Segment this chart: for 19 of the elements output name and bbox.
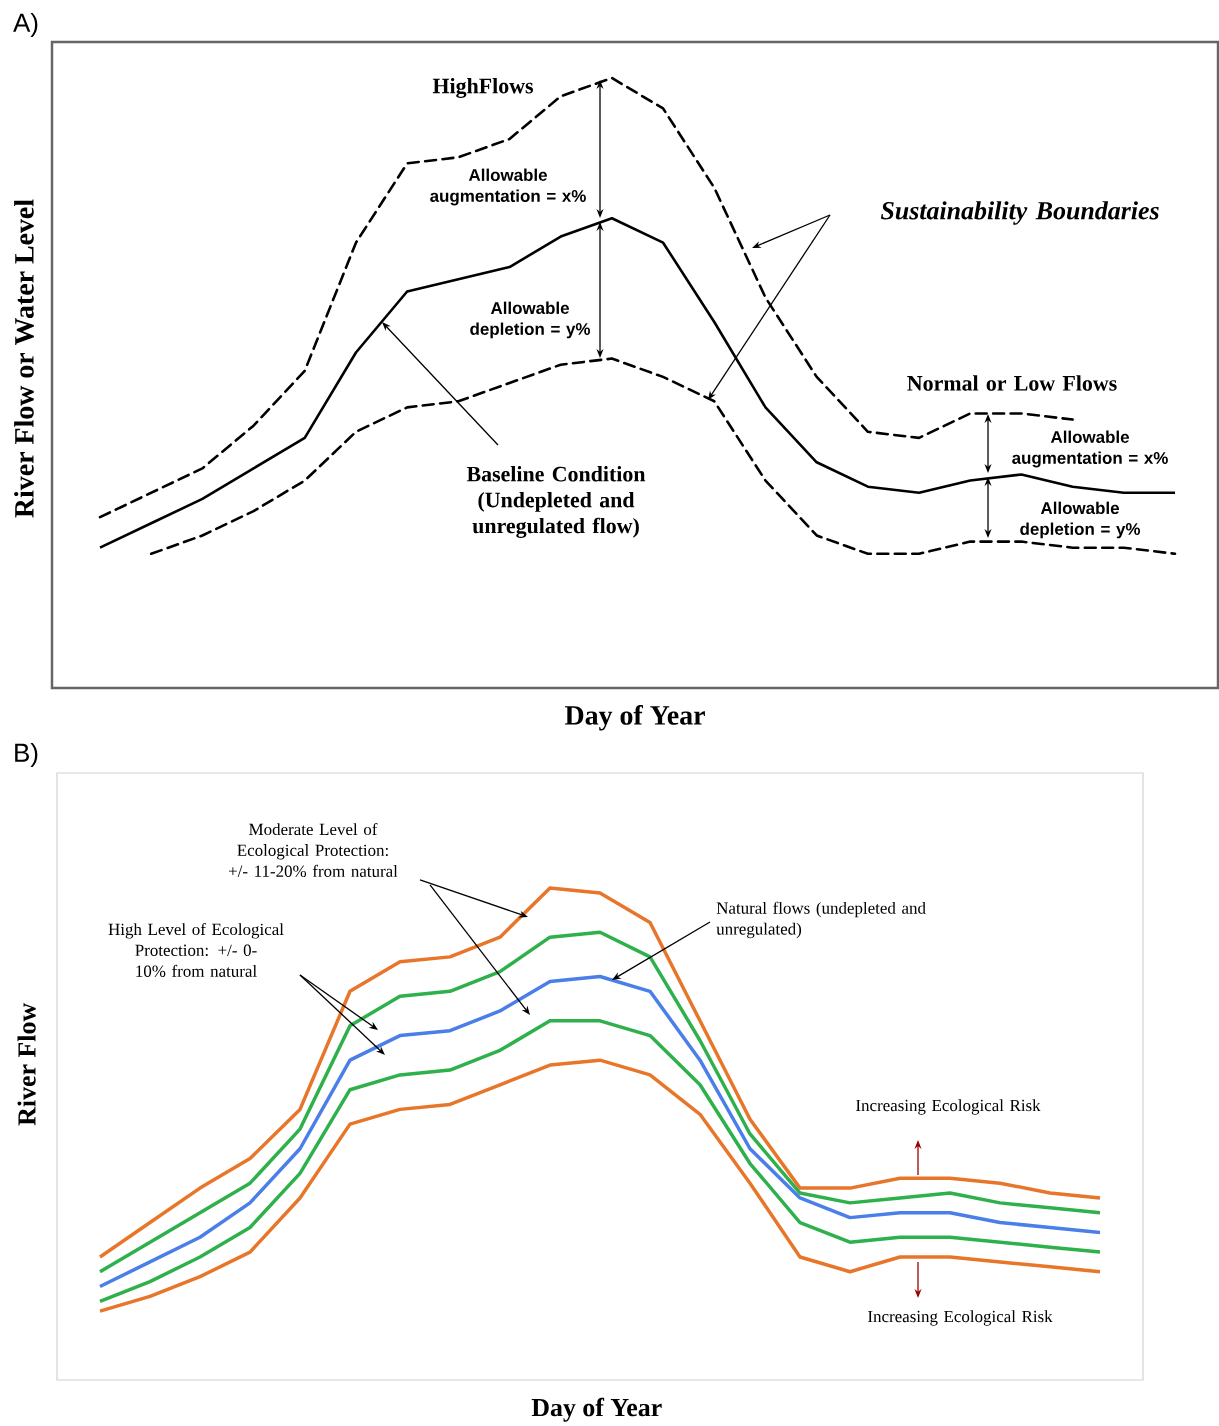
x-axis-title: Day of Year (564, 704, 705, 731)
annotation: Increasing Ecological Risk (867, 1310, 1053, 1326)
annotation: Allowable augmentation = x% (1012, 430, 1168, 468)
chart-title: B) (15, 742, 38, 768)
annotation: Allowable augmentation = x% (430, 168, 586, 206)
annotation: Allowable depletion = y% (470, 301, 590, 339)
y-axis-title: River Flow (17, 1003, 36, 1126)
y-axis-title: River Flow or Water Level (13, 199, 34, 518)
text: Moderate Level of Ecological Protection: +/- 11-20% from natural (228, 823, 398, 877)
x-axis-title: Day of Year (531, 1397, 662, 1422)
annotation: Allowable depletion = y% (1020, 501, 1140, 539)
annotation: Baseline Condition (Undepleted and unregulated flow) (466, 466, 646, 538)
annotation: High Level of Ecological Protection: +/- 0-10% from natural (108, 922, 284, 977)
annotation: HighFlows (432, 77, 533, 99)
annotation: Increasing Ecological Risk (855, 1099, 1041, 1115)
annotation: Normal or Low Flows (907, 375, 1117, 391)
annotation: Natural flows (undepleted and unregulated) (716, 901, 926, 939)
chart-title: A) (12, 12, 38, 38)
annotation: Sustainability Boundaries (880, 201, 1159, 225)
